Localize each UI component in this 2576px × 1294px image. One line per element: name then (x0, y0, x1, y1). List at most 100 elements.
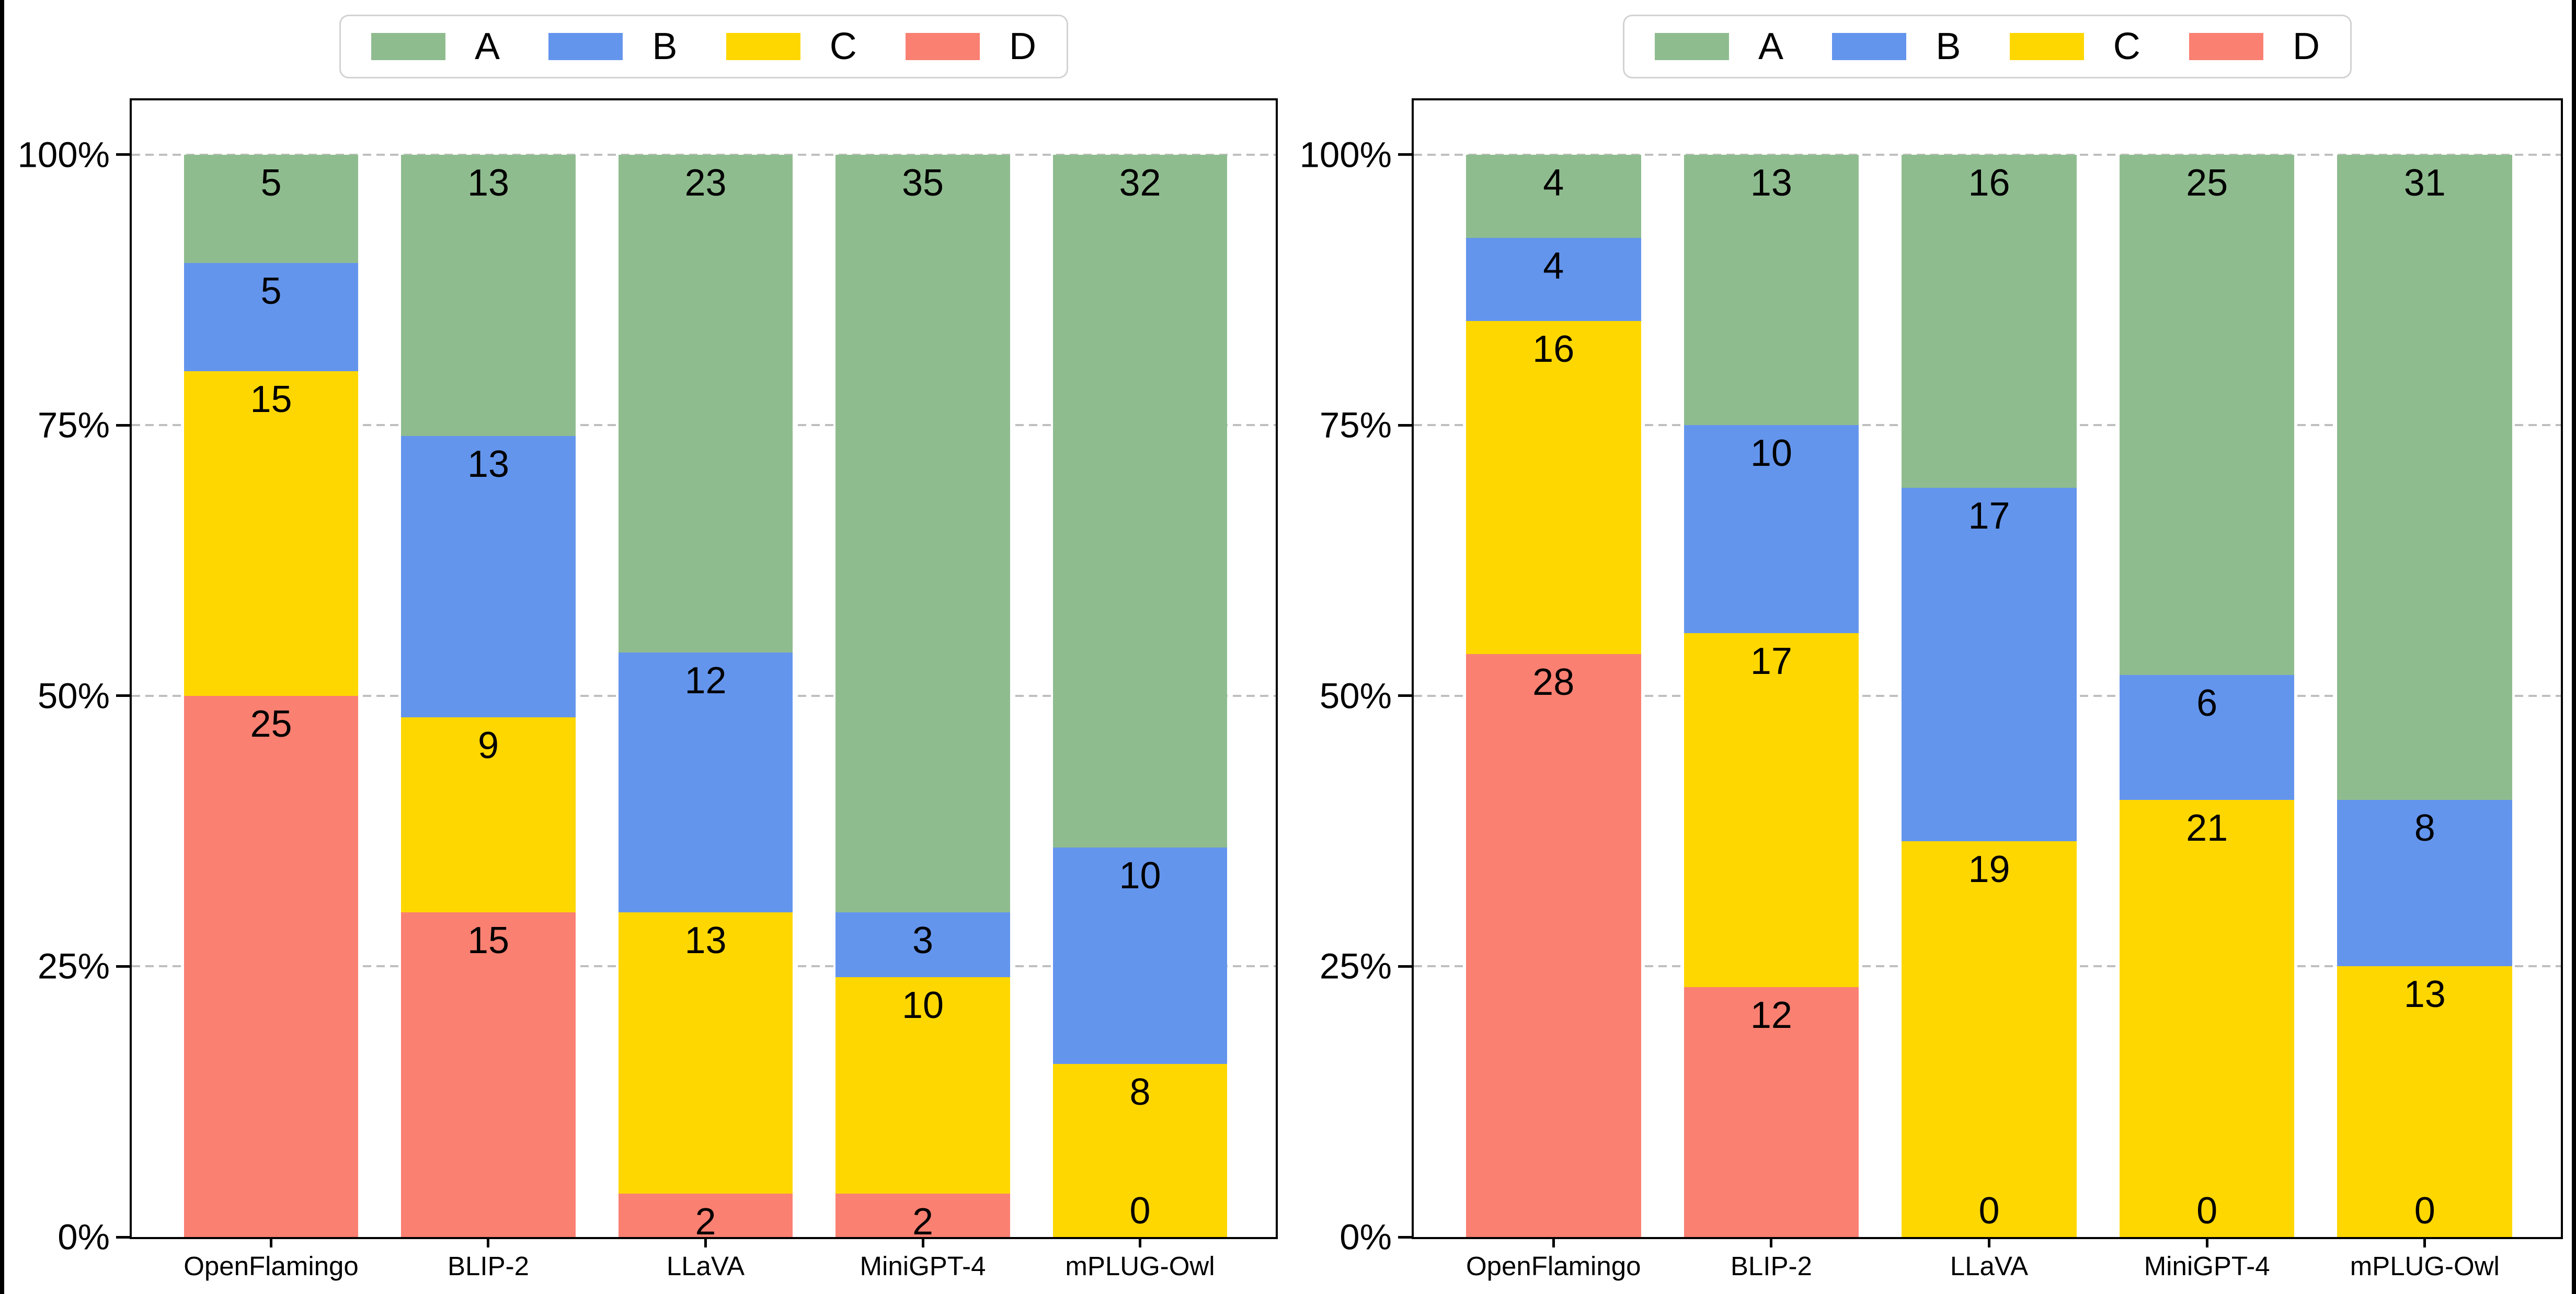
legend-label-B: B (652, 26, 678, 67)
bar-segment-LLaVA-C (618, 912, 793, 1194)
y-tick-50pct-chart0 (116, 694, 130, 697)
right-chart-legend: A B C D (1623, 15, 2352, 78)
legend-label-B: B (1936, 26, 1961, 67)
bar-segment-BLIP-2-D (1684, 987, 1859, 1237)
y-tick-label-0pct-chart0: 0% (58, 1217, 110, 1257)
bar-segment-MiniGPT-4-B (835, 912, 1010, 978)
legend-entry-D: D (2189, 28, 2320, 65)
value-label-LLaVA-B: 12 (684, 659, 727, 702)
legend-label-A: A (1758, 26, 1784, 67)
bar-segment-LLaVA-A (1902, 154, 2077, 488)
y-tick-label-0pct-chart1: 0% (1339, 1217, 1392, 1257)
y-tick-label-100pct-chart1: 100% (1299, 134, 1392, 175)
x-tick-label-LLaVA: LLaVA (1950, 1251, 2029, 1281)
bar-segment-OpenFlamingo-A (1466, 154, 1641, 238)
value-label-LLaVA-D: 2 (695, 1201, 716, 1243)
value-label-mPLUG-Owl-A: 32 (1119, 162, 1161, 204)
bar-segment-mPLUG-Owl-B (2337, 799, 2513, 967)
value-label-OpenFlamingo-D: 25 (250, 703, 292, 745)
bar-segment-OpenFlamingo-C (184, 371, 359, 696)
legend-label-A: A (475, 26, 500, 67)
legend-entry-C: C (2009, 26, 2140, 67)
value-label-MiniGPT-4-A: 25 (2186, 162, 2228, 204)
bar-segment-OpenFlamingo-B (184, 262, 359, 371)
left-chart-plot-area: 25 15 5 5 15 9 13 13 2 13 12 23 2 10 3 35 0 8 10 32 (130, 98, 1278, 1243)
value-label-LLaVA-C: 19 (1968, 849, 2010, 891)
bar-segment-LLaVA-D (618, 1194, 793, 1237)
bar-segment-OpenFlamingo-B (1466, 237, 1641, 322)
x-tick-LLaVA (1988, 1239, 1990, 1247)
bar-segment-BLIP-2-D (401, 912, 576, 1237)
x-tick-label-mPLUG-Owl: mPLUG-Owl (1065, 1251, 1215, 1281)
value-label-OpenFlamingo-C: 15 (250, 378, 292, 420)
value-label-mPLUG-Owl-B: 10 (1119, 854, 1161, 897)
value-label-mPLUG-Owl-D: 0 (1129, 1190, 1151, 1232)
bar-segment-mPLUG-Owl-A (1052, 154, 1228, 848)
y-tick-25pct-chart0 (116, 965, 130, 968)
y-tick-75pct-chart1 (1398, 423, 1412, 427)
legend-swatch-C (726, 33, 800, 60)
bar-segment-LLaVA-C (1902, 841, 2077, 1237)
legend-label-C: C (2113, 26, 2140, 67)
bar-segment-mPLUG-Owl-B (1052, 847, 1228, 1064)
bar-segment-OpenFlamingo-D (1466, 654, 1641, 1237)
y-tick-100pct-chart0 (116, 153, 130, 156)
value-label-MiniGPT-4-C: 21 (2186, 807, 2228, 849)
legend-entry-B: B (548, 28, 677, 65)
x-tick-mPLUG-Owl (1139, 1239, 1141, 1247)
x-tick-MiniGPT-4 (921, 1239, 924, 1247)
bar-segment-MiniGPT-4-C (2119, 799, 2295, 1237)
y-tick-50pct-chart1 (1398, 694, 1412, 697)
x-tick-label-LLaVA: LLaVA (666, 1251, 745, 1281)
legend-swatch-C (2009, 33, 2084, 60)
x-tick-label-MiniGPT-4: MiniGPT-4 (860, 1251, 986, 1281)
x-tick-label-OpenFlamingo: OpenFlamingo (1466, 1251, 1641, 1281)
y-tick-25pct-chart1 (1398, 965, 1412, 968)
x-tick-BLIP-2 (1770, 1239, 1773, 1247)
gridline-100pct (1414, 153, 2561, 156)
legend-label-D: D (2293, 26, 2320, 67)
y-tick-label-25pct-chart1: 25% (1319, 946, 1392, 987)
bar-segment-LLaVA-A (618, 154, 793, 652)
bar-segment-MiniGPT-4-A (2119, 154, 2295, 675)
value-label-BLIP-2-D: 15 (467, 919, 510, 961)
bar-segment-LLaVA-B (618, 652, 793, 912)
legend-swatch-D (906, 33, 980, 60)
y-tick-0pct-chart0 (116, 1235, 130, 1239)
value-label-BLIP-2-B: 13 (467, 443, 510, 485)
value-label-MiniGPT-4-D: 0 (2196, 1190, 2218, 1232)
value-label-MiniGPT-4-D: 2 (912, 1201, 934, 1243)
legend-entry-C: C (726, 28, 857, 65)
y-tick-label-25pct-chart0: 25% (37, 946, 110, 987)
value-label-mPLUG-Owl-D: 0 (2414, 1190, 2435, 1232)
bar-segment-BLIP-2-B (1684, 425, 1859, 634)
x-tick-label-MiniGPT-4: MiniGPT-4 (2144, 1251, 2270, 1281)
value-label-LLaVA-A: 23 (684, 162, 727, 204)
x-tick-label-BLIP-2: BLIP-2 (1730, 1251, 1812, 1281)
y-tick-label-75pct-chart1: 75% (1319, 405, 1392, 445)
bar-segment-OpenFlamingo-A (184, 154, 359, 263)
bar-segment-MiniGPT-4-A (835, 154, 1010, 912)
x-tick-label-OpenFlamingo: OpenFlamingo (184, 1251, 359, 1281)
bar-segment-mPLUG-Owl-A (2337, 154, 2513, 800)
bar-segment-MiniGPT-4-D (835, 1194, 1010, 1237)
value-label-BLIP-2-A: 13 (467, 162, 510, 204)
x-tick-MiniGPT-4 (2205, 1239, 2208, 1247)
x-tick-BLIP-2 (487, 1239, 490, 1247)
value-label-mPLUG-Owl-C: 8 (1129, 1071, 1151, 1113)
value-label-BLIP-2-B: 10 (1750, 432, 1792, 475)
y-tick-label-50pct-chart1: 50% (1319, 675, 1392, 716)
legend-entry-D: D (906, 28, 1036, 65)
y-tick-0pct-chart1 (1398, 1235, 1412, 1239)
bar-segment-OpenFlamingo-D (184, 695, 359, 1237)
left-chart-legend: A B C D (339, 15, 1068, 78)
value-label-OpenFlamingo-A: 5 (260, 162, 282, 204)
value-label-MiniGPT-4-C: 10 (901, 984, 944, 1027)
y-tick-100pct-chart1 (1398, 153, 1412, 156)
value-label-mPLUG-Owl-A: 31 (2403, 162, 2446, 204)
value-label-BLIP-2-C: 9 (477, 725, 499, 767)
value-label-BLIP-2-A: 13 (1750, 162, 1792, 204)
bar-segment-BLIP-2-A (1684, 154, 1859, 426)
value-label-OpenFlamingo-B: 5 (260, 270, 282, 312)
value-label-BLIP-2-D: 12 (1750, 994, 1792, 1037)
